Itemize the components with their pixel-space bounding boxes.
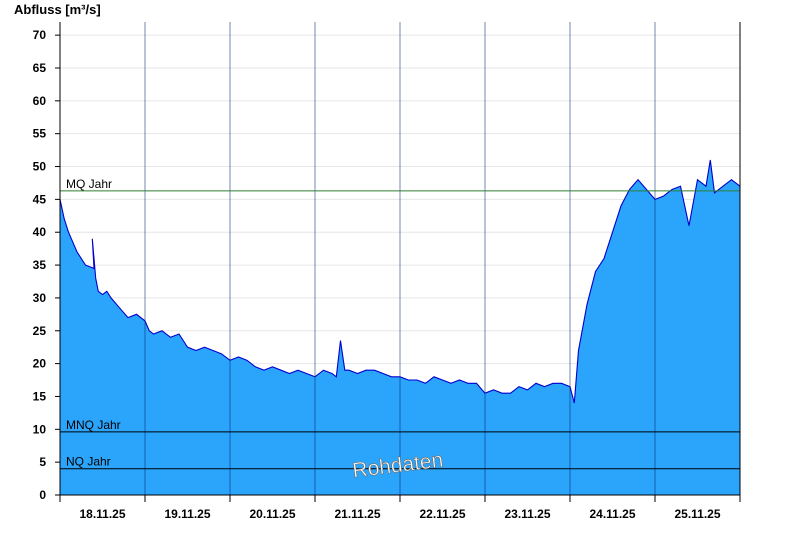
- y-tick-label: 25: [33, 324, 47, 338]
- reference-line-label: MQ Jahr: [66, 177, 112, 191]
- y-axis-title: Abfluss [m³/s]: [14, 2, 101, 17]
- y-tick-label: 5: [39, 455, 46, 469]
- y-ticks: 0 5 10 15 20 25 30 35 40 45 50 55 60 65 70: [33, 28, 60, 502]
- y-tick-label: 50: [33, 160, 47, 174]
- y-tick-label: 30: [33, 291, 47, 305]
- x-tick-label: 18.11.25: [79, 507, 125, 521]
- x-ticks: 18.11.25 19.11.25 20.11.25 21.11.25 22.11.25…: [59, 495, 741, 521]
- reference-line-label: NQ Jahr: [66, 455, 111, 469]
- y-tick-label: 55: [33, 127, 47, 141]
- y-tick-label: 40: [33, 225, 47, 239]
- reference-lines: MQ Jahr MNQ Jahr NQ Jahr: [60, 177, 740, 470]
- series-area: [59, 22, 741, 495]
- reference-line-label: MNQ Jahr: [66, 418, 121, 432]
- y-tick-label: 10: [33, 422, 47, 436]
- x-tick-label: 24.11.25: [589, 507, 635, 521]
- y-tick-label: 15: [33, 389, 47, 403]
- y-tick-label: 60: [33, 94, 47, 108]
- x-tick-label: 25.11.25: [674, 507, 720, 521]
- y-tick-label: 65: [33, 61, 47, 75]
- x-tick-label: 21.11.25: [334, 507, 380, 521]
- x-tick-label: 20.11.25: [249, 507, 295, 521]
- x-tick-label: 23.11.25: [504, 507, 550, 521]
- y-tick-label: 35: [33, 258, 47, 272]
- y-tick-label: 70: [33, 28, 47, 42]
- y-tick-label: 45: [33, 192, 47, 206]
- x-tick-label: 22.11.25: [419, 507, 465, 521]
- x-tick-label: 19.11.25: [164, 507, 210, 521]
- y-tick-label: 0: [39, 488, 46, 502]
- y-tick-label: 20: [33, 357, 47, 371]
